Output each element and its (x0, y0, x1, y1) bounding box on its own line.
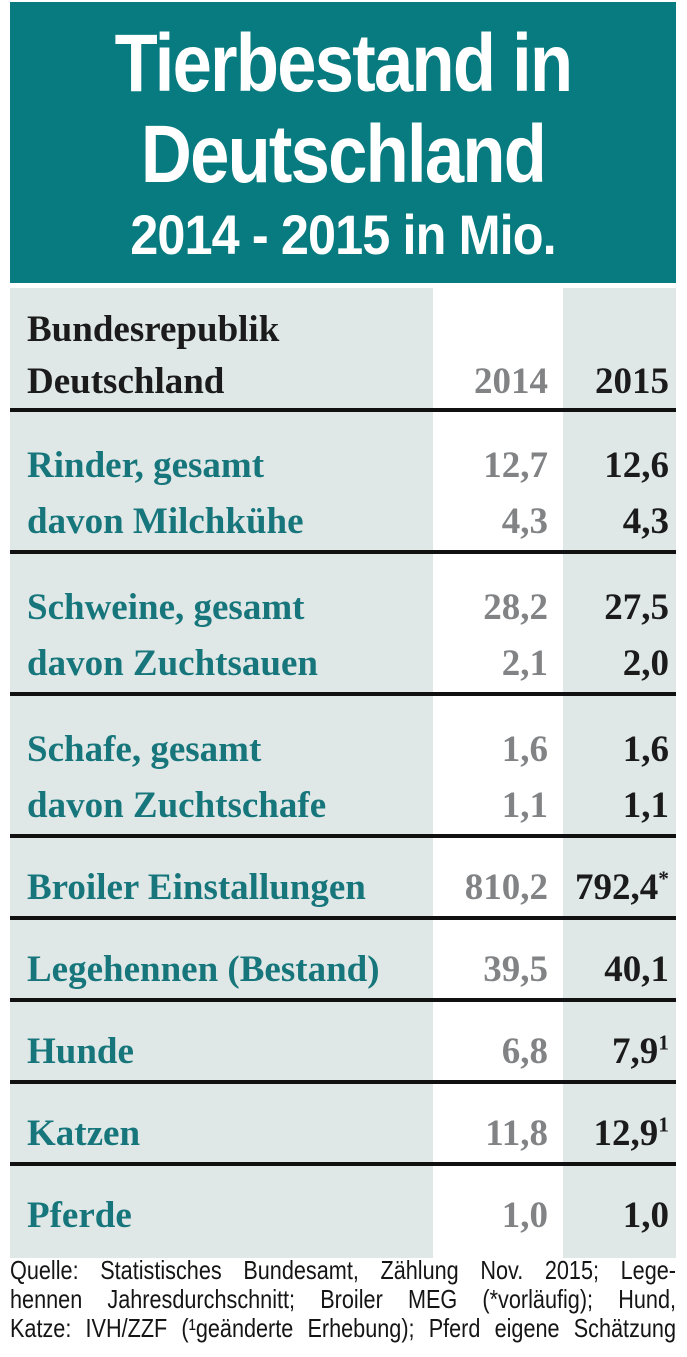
source-note-line: Katze: IVH/ZZF (¹geänderte Erhebung); Pf… (10, 1313, 676, 1343)
value-2015: 27,5 (563, 580, 676, 636)
table-header: Bundesrepublik Deutschland 2014 2015 (10, 288, 676, 412)
value-2015: 12,6 (563, 438, 676, 494)
value-2014: 6,8 (501, 1031, 548, 1072)
table-group: Schafe, gesamt 1,6 1,6 davon Zuchtschafe 1,1… (10, 696, 676, 838)
table-row: Katzen 11,8 12,91 (10, 1106, 676, 1162)
table-group: Hunde 6,8 7,91 (10, 1002, 676, 1084)
value-2015-number: 40,1 (604, 949, 669, 990)
row-label: davon Zuchtsauen (27, 643, 318, 684)
source-note-line: Quelle: Statistisches Bundesamt, Zählung… (10, 1255, 676, 1285)
footnote-marker: 1 (658, 1112, 669, 1137)
value-2014: 28,2 (483, 587, 548, 628)
table-group: Pferde 1,0 1,0 (10, 1166, 676, 1258)
footnote-marker: * (658, 866, 669, 891)
value-2015: 4,3 (563, 494, 676, 550)
value-2015: 2,0 (563, 636, 676, 692)
table-row: Rinder, gesamt 12,7 12,6 (10, 438, 676, 494)
row-label: davon Zuchtschafe (27, 785, 327, 826)
value-2015-number: 2,0 (622, 643, 669, 684)
page-title-line-2: Deutschland (140, 109, 547, 200)
table-body: Rinder, gesamt 12,7 12,6 davon Milchkühe 4,3… (10, 412, 676, 1258)
source-note: Quelle: Statistisches Bundesamt, Zählung… (10, 1256, 676, 1343)
row-label: Rinder, gesamt (27, 445, 265, 486)
value-2014: 12,7 (483, 445, 548, 486)
column-header-2014: 2014 (474, 361, 548, 402)
table-row: davon Zuchtsauen 2,1 2,0 (10, 636, 676, 692)
value-2014: 11,8 (485, 1113, 548, 1154)
row-label: Pferde (27, 1195, 132, 1236)
value-2015-number: 12,9 (593, 1113, 659, 1154)
table-group: Katzen 11,8 12,91 (10, 1084, 676, 1166)
value-2014: 1,6 (501, 729, 548, 770)
source-note-line: hennen Jahresdurchschnitt; Broiler MEG (… (10, 1284, 676, 1314)
value-2015: 7,91 (563, 1024, 676, 1080)
page-subtitle: 2014 - 2015 in Mio. (130, 203, 556, 266)
table-row: Schafe, gesamt 1,6 1,6 (10, 722, 676, 778)
table-group: Rinder, gesamt 12,7 12,6 davon Milchkühe 4,3… (10, 412, 676, 554)
row-label: Schafe, gesamt (27, 729, 262, 770)
animal-population-table: Bundesrepublik Deutschland 2014 2015 Rin… (10, 288, 676, 1258)
column-2014-highlight-band (433, 288, 563, 1258)
value-2015-number: 1,0 (622, 1195, 669, 1236)
value-2015: 1,0 (563, 1188, 676, 1244)
value-2014: 2,1 (501, 643, 548, 684)
row-label: Legehennen (Bestand) (27, 949, 380, 990)
table-group: Legehennen (Bestand) 39,5 40,1 (10, 920, 676, 1002)
value-2015-number: 12,6 (604, 445, 669, 486)
value-2014: 1,1 (501, 785, 548, 826)
table-row: Hunde 6,8 7,91 (10, 1024, 676, 1080)
value-2014: 39,5 (483, 949, 548, 990)
table-row: davon Milchkühe 4,3 4,3 (10, 494, 676, 550)
value-2015-number: 27,5 (604, 587, 669, 628)
value-2015-number: 792,4 (575, 867, 659, 908)
table-header-row-1: Bundesrepublik (10, 304, 676, 356)
row-label: davon Milchkühe (27, 501, 304, 542)
region-label-line-1: Bundesrepublik (27, 309, 280, 350)
value-2015-number: 7,9 (612, 1031, 659, 1072)
table-group: Broiler Einstallungen 810,2 792,4* (10, 838, 676, 920)
value-2015: 1,1 (563, 778, 676, 834)
value-2015-number: 4,3 (622, 501, 669, 542)
table-group: Schweine, gesamt 28,2 27,5 davon Zuchtsauen… (10, 554, 676, 696)
value-2015: 792,4* (563, 860, 676, 916)
table-row: Legehennen (Bestand) 39,5 40,1 (10, 942, 676, 998)
region-label-line-2: Deutschland (27, 361, 225, 402)
value-2015-number: 1,6 (622, 729, 669, 770)
value-2015: 40,1 (563, 942, 676, 998)
row-label: Katzen (27, 1113, 141, 1154)
value-2014: 810,2 (464, 867, 548, 908)
row-label: Hunde (27, 1031, 134, 1072)
footnote-marker: 1 (658, 1030, 669, 1055)
table-row: Pferde 1,0 1,0 (10, 1188, 676, 1244)
table-row: Broiler Einstallungen 810,2 792,4* (10, 860, 676, 916)
table-header-row-2: Deutschland 2014 2015 (10, 356, 676, 408)
value-2015-number: 1,1 (622, 785, 669, 826)
value-2015: 1,6 (563, 722, 676, 778)
value-2015: 12,91 (563, 1106, 676, 1162)
row-label: Broiler Einstallungen (27, 867, 366, 908)
table-row: davon Zuchtschafe 1,1 1,1 (10, 778, 676, 834)
column-header-2015: 2015 (595, 361, 669, 402)
page-title-line-1: Tierbestand in (114, 18, 573, 109)
value-2014: 4,3 (501, 501, 548, 542)
masthead: Tierbestand in Deutschland 2014 - 2015 i… (10, 2, 676, 283)
table-row: Schweine, gesamt 28,2 27,5 (10, 580, 676, 636)
row-label: Schweine, gesamt (27, 587, 305, 628)
value-2014: 1,0 (501, 1195, 548, 1236)
